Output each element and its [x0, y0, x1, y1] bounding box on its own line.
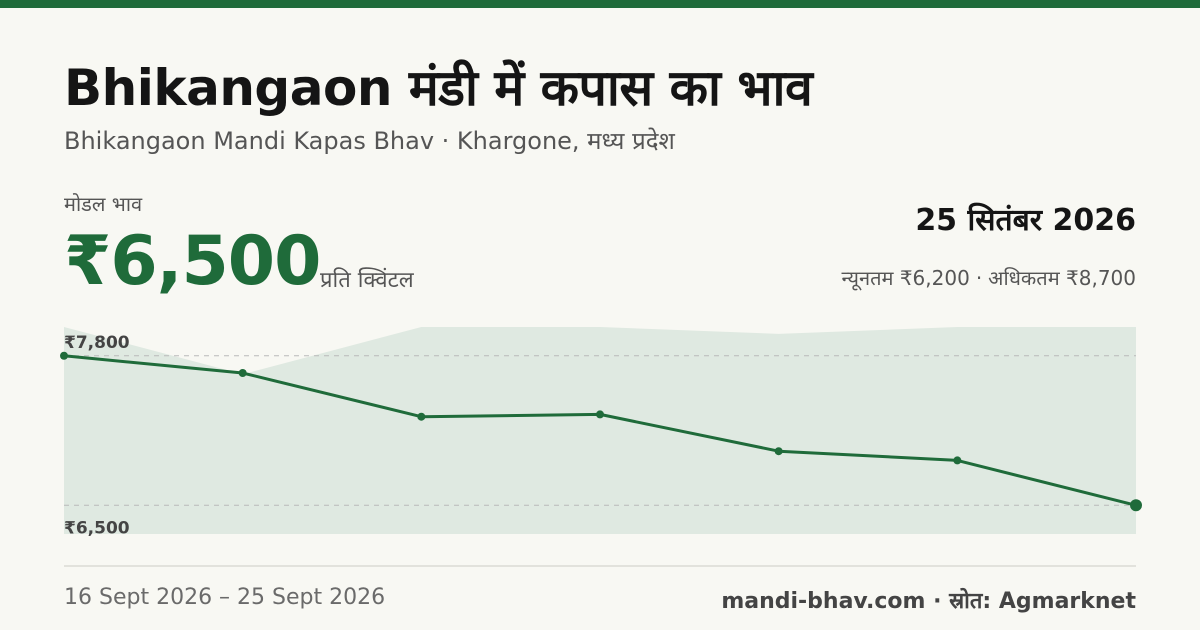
price-range: न्यूनतम ₹6,200 · अधिकतम ₹8,700 — [842, 264, 1137, 291]
price-chart: ₹7,800 ₹6,500 — [60, 327, 1142, 539]
price-unit: प्रति क्विंटल — [320, 268, 414, 293]
data-point — [596, 410, 604, 419]
y-tick-label: ₹7,800 — [64, 333, 130, 353]
data-point — [60, 351, 68, 360]
data-point — [1130, 499, 1142, 512]
range-separator: · — [975, 266, 983, 290]
chart-points — [60, 351, 1142, 512]
y-tick-label: ₹6,500 — [64, 518, 130, 538]
modal-price-value: ₹6,500 — [64, 222, 321, 301]
max-price: अधिकतम ₹8,700 — [988, 266, 1136, 290]
data-point — [953, 456, 962, 465]
chart-gridlines — [64, 355, 1136, 506]
page-title: Bhikangaon मंडी में कपास का भाव — [64, 59, 813, 117]
page-subtitle: Bhikangaon Mandi Kapas Bhav · Khargone, … — [64, 127, 675, 155]
report-date: 25 सितंबर 2026 — [915, 203, 1136, 238]
data-point — [774, 447, 783, 456]
footer-divider — [64, 565, 1136, 567]
price-range-band — [64, 327, 1136, 534]
top-accent-bar — [0, 0, 1200, 8]
min-price: न्यूनतम ₹6,200 — [841, 266, 970, 290]
modal-price-label: मोडल भाव — [64, 192, 143, 216]
data-point — [238, 369, 247, 377]
footer-source: mandi-bhav.com · स्रोत: Agmarknet — [721, 589, 1136, 614]
footer-date-range: 16 Sept 2026 – 25 Sept 2026 — [64, 585, 386, 610]
chart-y-labels: ₹7,800 ₹6,500 — [64, 333, 130, 539]
data-point — [417, 412, 426, 421]
